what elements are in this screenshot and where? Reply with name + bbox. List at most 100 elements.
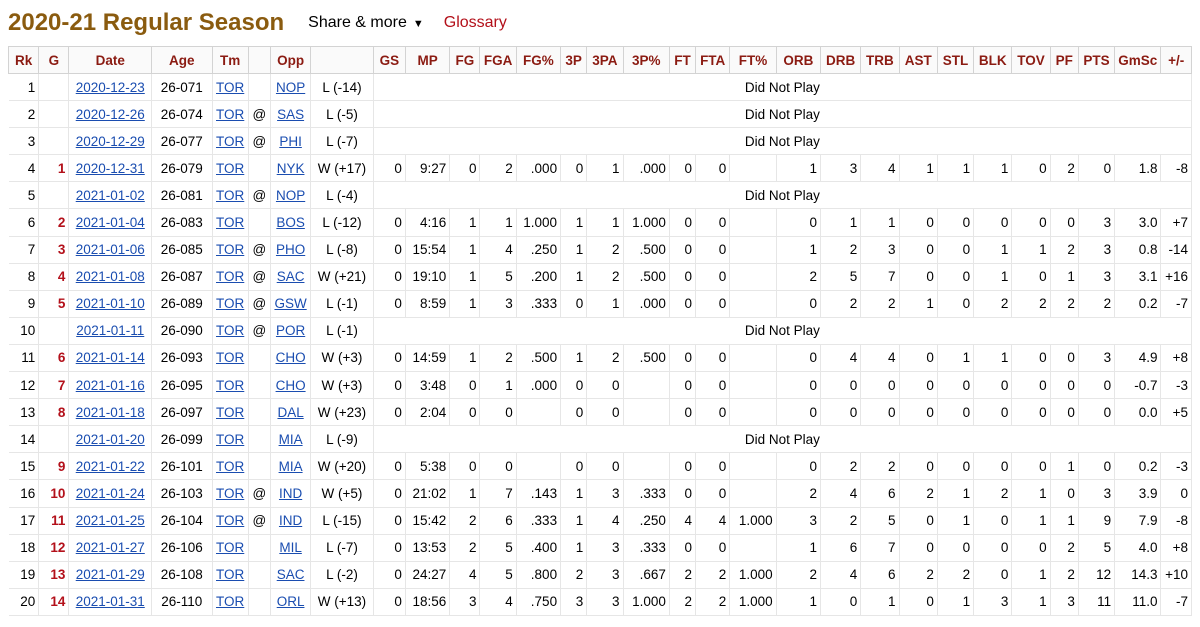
opponent-link[interactable]: NOP: [275, 79, 306, 95]
column-header[interactable]: +/-: [1160, 46, 1192, 74]
glossary-link[interactable]: Glossary: [443, 14, 507, 31]
column-header[interactable]: Age: [151, 46, 213, 74]
team-link[interactable]: TOR: [216, 404, 245, 420]
opponent-link[interactable]: GSW: [274, 296, 307, 312]
team-link[interactable]: TOR: [216, 323, 245, 339]
opponent-link[interactable]: PHI: [279, 133, 302, 149]
team-link[interactable]: TOR: [216, 458, 245, 474]
team-link[interactable]: TOR: [216, 296, 245, 312]
date-link[interactable]: 2021-01-02: [75, 187, 145, 203]
date-link[interactable]: 2021-01-20: [75, 431, 145, 447]
opponent-link[interactable]: IND: [278, 485, 303, 501]
team-link[interactable]: TOR: [216, 215, 245, 231]
date-link[interactable]: 2021-01-18: [75, 404, 145, 420]
opponent-link[interactable]: CHO: [275, 377, 306, 393]
team-link[interactable]: TOR: [216, 540, 245, 556]
opponent-link[interactable]: MIA: [278, 458, 303, 474]
gmsc-cell: 0.8: [1114, 236, 1162, 264]
opponent-link[interactable]: ORL: [276, 594, 305, 610]
team-link[interactable]: TOR: [216, 594, 245, 610]
date-link[interactable]: 2021-01-11: [76, 323, 145, 339]
tov-cell: 0: [1011, 263, 1051, 291]
column-header[interactable]: TRB: [860, 46, 900, 74]
column-header[interactable]: Rk: [7, 46, 40, 74]
rank-cell: 13: [8, 398, 40, 427]
column-header[interactable]: BLK: [973, 46, 1013, 74]
opponent-link[interactable]: IND: [278, 513, 303, 529]
date-link[interactable]: 2021-01-14: [75, 350, 145, 366]
team-link[interactable]: TOR: [216, 513, 245, 529]
column-header[interactable]: MP: [404, 46, 451, 74]
team-link[interactable]: TOR: [216, 269, 245, 285]
column-header[interactable]: GmSc: [1114, 46, 1162, 74]
column-header[interactable]: FT: [668, 46, 697, 74]
opponent-link[interactable]: NYK: [276, 160, 305, 176]
age-cell: 26-071: [151, 73, 213, 102]
opponent-link[interactable]: DAL: [277, 404, 304, 420]
opponent-link[interactable]: MIL: [279, 540, 302, 556]
column-header[interactable]: PTS: [1077, 46, 1116, 74]
opponent-link[interactable]: BOS: [276, 215, 305, 231]
column-header[interactable]: DRB: [819, 46, 862, 74]
date-link[interactable]: 2021-01-08: [75, 269, 145, 285]
result-cell: L (-2): [310, 561, 374, 589]
column-header[interactable]: Date: [68, 46, 153, 74]
column-header[interactable]: [310, 46, 374, 74]
date-link[interactable]: 2020-12-23: [75, 79, 145, 95]
opponent-link[interactable]: SAC: [276, 567, 305, 583]
date-link[interactable]: 2020-12-29: [75, 133, 145, 149]
column-header[interactable]: STL: [936, 46, 975, 74]
team-link[interactable]: TOR: [216, 242, 245, 258]
opponent-link[interactable]: SAC: [276, 269, 305, 285]
team-link[interactable]: TOR: [216, 79, 245, 95]
column-header[interactable]: TOV: [1011, 46, 1051, 74]
column-header[interactable]: G: [38, 46, 70, 74]
team-link[interactable]: TOR: [216, 377, 245, 393]
column-header[interactable]: 3P: [560, 46, 588, 74]
column-header[interactable]: AST: [898, 46, 938, 74]
team-link[interactable]: TOR: [216, 485, 245, 501]
column-header[interactable]: FG%: [515, 46, 562, 74]
date-link[interactable]: 2021-01-10: [75, 296, 145, 312]
date-link[interactable]: 2021-01-31: [75, 594, 145, 610]
team-link[interactable]: TOR: [216, 431, 245, 447]
date-link[interactable]: 2021-01-16: [75, 377, 145, 393]
team-link[interactable]: TOR: [216, 567, 245, 583]
team-link[interactable]: TOR: [216, 106, 245, 122]
column-header[interactable]: FGA: [479, 46, 517, 74]
date-link[interactable]: 2021-01-25: [75, 513, 145, 529]
opponent-link[interactable]: SAS: [277, 106, 305, 122]
opponent-link[interactable]: MIA: [278, 431, 303, 447]
team-link[interactable]: TOR: [216, 160, 245, 176]
column-header[interactable]: 3P%: [622, 46, 670, 74]
pf-cell: 2: [1050, 290, 1079, 318]
column-header[interactable]: FG: [449, 46, 481, 74]
column-header[interactable]: [247, 46, 271, 74]
team-link[interactable]: TOR: [216, 187, 245, 203]
column-header[interactable]: ORB: [775, 46, 821, 74]
column-header[interactable]: PF: [1049, 46, 1079, 74]
date-link[interactable]: 2021-01-27: [75, 540, 145, 556]
date-link[interactable]: 2020-12-31: [75, 160, 145, 176]
date-link[interactable]: 2021-01-06: [75, 242, 145, 258]
team-link[interactable]: TOR: [216, 350, 245, 366]
column-header[interactable]: Opp: [269, 46, 312, 74]
column-header[interactable]: FT%: [729, 46, 777, 74]
3p-cell: 1: [560, 263, 588, 291]
date-link[interactable]: 2021-01-04: [75, 215, 145, 231]
opponent-link[interactable]: CHO: [275, 350, 306, 366]
fg-pct-cell: .333: [516, 507, 562, 535]
date-link[interactable]: 2021-01-22: [75, 458, 145, 474]
opponent-link[interactable]: PHO: [275, 242, 306, 258]
date-link[interactable]: 2021-01-24: [75, 485, 145, 501]
column-header[interactable]: GS: [372, 46, 406, 74]
team-link[interactable]: TOR: [216, 133, 245, 149]
opponent-link[interactable]: POR: [275, 323, 306, 339]
share-more-button[interactable]: Share & more ▼: [308, 14, 424, 32]
column-header[interactable]: Tm: [211, 46, 249, 74]
opponent-link[interactable]: NOP: [275, 187, 306, 203]
column-header[interactable]: FTA: [695, 46, 731, 74]
column-header[interactable]: 3PA: [586, 46, 624, 74]
date-link[interactable]: 2020-12-26: [75, 106, 145, 122]
date-link[interactable]: 2021-01-29: [75, 567, 145, 583]
